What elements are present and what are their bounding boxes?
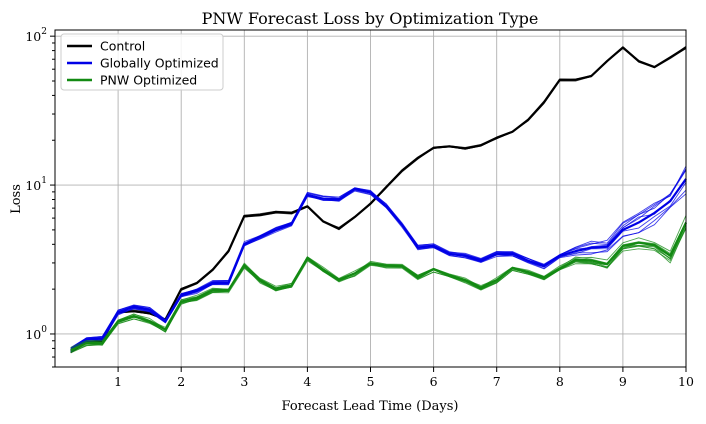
x-tick-label: 6 [430,374,438,389]
series-main-line [70,46,687,353]
x-tick-label: 7 [493,374,501,389]
series-main-line [70,222,687,352]
x-tick-label: 5 [367,374,375,389]
y-tick-label: 101 [25,176,47,193]
y-tick-base: 10 [25,29,41,44]
ensemble-member-line [70,226,687,353]
legend-box [60,33,224,91]
x-tick-label: 10 [678,374,694,389]
x-tick-label: 9 [619,374,627,389]
y-tick-exponent: 2 [41,27,47,37]
x-tick-label: 3 [240,374,248,389]
y-tick-exponent: 0 [41,325,47,335]
legend-label: Globally Optimized [100,56,219,71]
series-layer [70,45,687,354]
y-tick-base: 10 [25,178,41,193]
series-control [70,45,687,354]
y-tick-label: 100 [25,325,47,342]
chart-title: PNW Forecast Loss by Optimization Type [202,9,539,28]
legend-label: Control [100,39,145,54]
legend: Control Globally Optimized PNW Optimized [60,33,224,91]
y-tick-label: 102 [25,27,47,44]
y-axis-label: Loss [9,184,24,214]
series-main-line [70,178,687,351]
series-pnw-optimized [70,215,687,354]
y-tick-exponent: 1 [41,176,47,186]
x-tick-label: 2 [177,374,185,389]
series-globally-optimized [70,165,687,353]
y-tick-base: 10 [25,327,41,342]
x-tick-label: 8 [556,374,564,389]
legend-label: PNW Optimized [100,73,197,88]
x-tick-label: 1 [114,374,122,389]
x-tick-label: 4 [303,374,311,389]
x-axis-label: Forecast Lead Time (Days) [282,399,459,414]
